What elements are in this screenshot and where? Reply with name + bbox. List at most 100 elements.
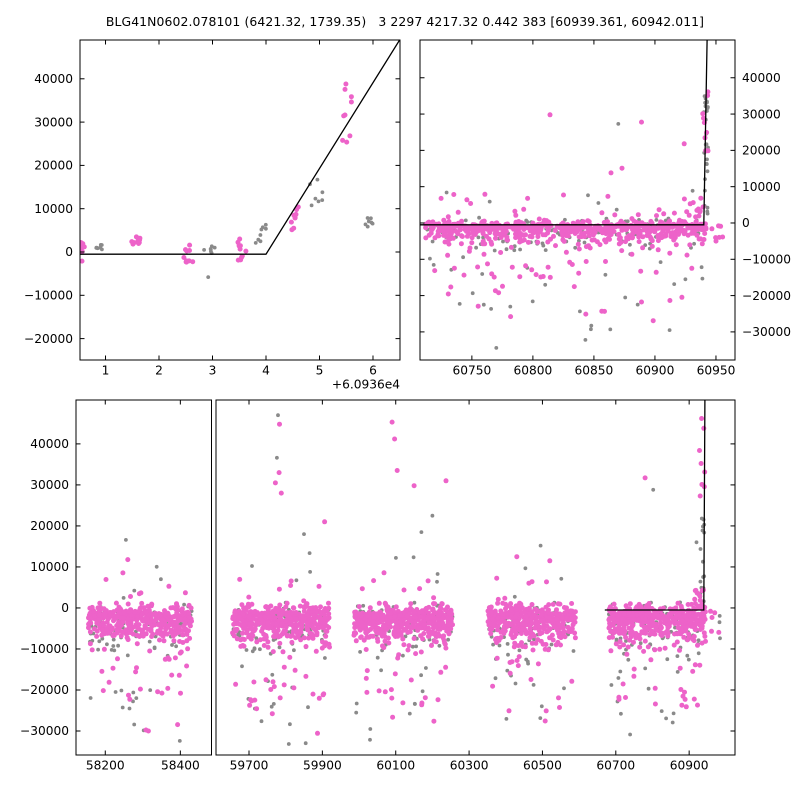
- outlier-point: [608, 170, 614, 176]
- x-tick-label: 1: [102, 364, 110, 378]
- x-tick-label: 5: [316, 364, 324, 378]
- outlier-point: [642, 475, 648, 481]
- x-axis-offset-label: +6.0936e4: [332, 378, 400, 392]
- outlier-point: [494, 346, 499, 350]
- panel-br: 59700 59900 60100 60300 60500 60700 60900: [215, 399, 736, 773]
- plot-area: [216, 400, 735, 755]
- outlier-point: [276, 413, 280, 418]
- tick-marks: [420, 40, 735, 360]
- x-tick-label: 2: [155, 364, 163, 378]
- y-tick-label: 0: [61, 601, 69, 615]
- x-tick-label: 60900: [670, 759, 709, 773]
- x-tick-label: 60800: [514, 364, 553, 378]
- outlier-point: [583, 338, 588, 342]
- axis-frame: [215, 399, 736, 756]
- x-tick-label: 60900: [636, 364, 675, 378]
- outlier-point: [681, 141, 687, 147]
- outlier-point: [443, 478, 449, 484]
- scatter-layer: [86, 538, 194, 743]
- y-tick-label: 30000: [742, 107, 781, 121]
- axis-frame: [79, 39, 401, 361]
- x-tick-label: 60700: [596, 759, 635, 773]
- model-line: [80, 40, 400, 255]
- x-tick-label: 6: [369, 364, 377, 378]
- outlier-point: [619, 165, 625, 171]
- outlier-point: [514, 554, 520, 560]
- y-tick-label: −10000: [24, 289, 73, 303]
- tick-labels: 1 2 3 4 5 6 40000 30000 20000 10000 0 −10000 −20000: [24, 72, 377, 378]
- tick-labels: 59700 59900 60100 60300 60500 60700 60900: [230, 759, 709, 773]
- x-tick-label: 3: [209, 364, 217, 378]
- outlier-point: [538, 543, 543, 548]
- x-tick-label: 60300: [450, 759, 489, 773]
- outlier-point: [275, 455, 279, 460]
- outlier-point: [694, 540, 699, 545]
- outlier-point: [651, 487, 656, 492]
- scatter-points-pink: [230, 416, 722, 736]
- x-tick-label: 60750: [452, 364, 491, 378]
- tick-marks: [76, 400, 181, 755]
- scatter-points-pink: [80, 81, 354, 265]
- y-tick-label: −30000: [742, 325, 791, 339]
- y-tick-label: 10000: [742, 180, 781, 194]
- x-tick-label: 58400: [161, 759, 200, 773]
- tick-labels: 60750 60800 60850 60900 60950 40000 30000 20000…: [452, 71, 791, 378]
- y-tick-label: 20000: [34, 159, 73, 173]
- y-tick-label: 0: [742, 216, 750, 230]
- outlier-point: [394, 468, 400, 473]
- outlier-point: [80, 258, 85, 264]
- panel-bl: 58200 58400 40000 30000 20000 10000 0 −10000 −20…: [20, 399, 212, 773]
- y-tick-label: 30000: [34, 115, 73, 129]
- scatter-layer: [230, 413, 722, 746]
- y-tick-label: −10000: [20, 642, 69, 656]
- y-tick-label: 40000: [742, 71, 781, 85]
- outlier-point: [392, 436, 398, 442]
- outlier-point: [272, 480, 278, 486]
- x-tick-label: 60500: [523, 759, 562, 773]
- x-tick-label: 59700: [230, 759, 269, 773]
- outlier-point: [278, 490, 284, 496]
- model-line: [604, 400, 706, 611]
- x-tick-label: 4: [262, 364, 270, 378]
- outlier-point: [411, 483, 417, 489]
- y-tick-label: −30000: [20, 724, 69, 738]
- y-tick-label: 30000: [30, 478, 69, 492]
- y-tick-label: 20000: [742, 144, 781, 158]
- outlier-point: [277, 421, 282, 427]
- tick-marks: [80, 40, 400, 360]
- x-tick-label: 59900: [303, 759, 342, 773]
- y-tick-label: 40000: [30, 437, 69, 451]
- y-tick-label: 0: [65, 245, 73, 259]
- panel-tl: 1 2 3 4 5 6 40000 30000 20000 10000 0 −10000 −20000 +…: [24, 39, 401, 392]
- x-tick-label: 60950: [697, 364, 736, 378]
- plot-area: [80, 40, 400, 360]
- tick-marks: [248, 400, 735, 755]
- outlier-point: [699, 416, 705, 421]
- outlier-point: [302, 532, 306, 536]
- scatter-points-pink: [86, 557, 194, 734]
- outlier-point: [616, 122, 621, 126]
- outlier-point: [547, 558, 553, 564]
- outlier-point: [389, 419, 395, 425]
- outlier-point: [276, 470, 282, 476]
- y-tick-label: −20000: [24, 332, 73, 346]
- scatter-layer: [80, 81, 375, 279]
- y-tick-label: −10000: [742, 252, 791, 266]
- model-line: [420, 40, 708, 226]
- outlier-point: [430, 513, 435, 518]
- outlier-point: [639, 119, 644, 125]
- axis-frame: [75, 399, 212, 756]
- outlier-point: [701, 425, 707, 431]
- axis-frame: [419, 39, 736, 361]
- plot-area: [76, 400, 212, 755]
- y-tick-label: −20000: [20, 683, 69, 697]
- outlier-point: [124, 538, 128, 542]
- panel-tr: 60750 60800 60850 60900 60950 40000 30000 20000…: [419, 39, 791, 378]
- x-tick-label: 58200: [86, 759, 125, 773]
- outlier-point: [125, 557, 131, 563]
- outlier-point: [419, 530, 424, 534]
- tick-labels: 58200 58400 40000 30000 20000 10000 0 −10000 −20…: [20, 437, 200, 772]
- outlier-point: [206, 275, 211, 279]
